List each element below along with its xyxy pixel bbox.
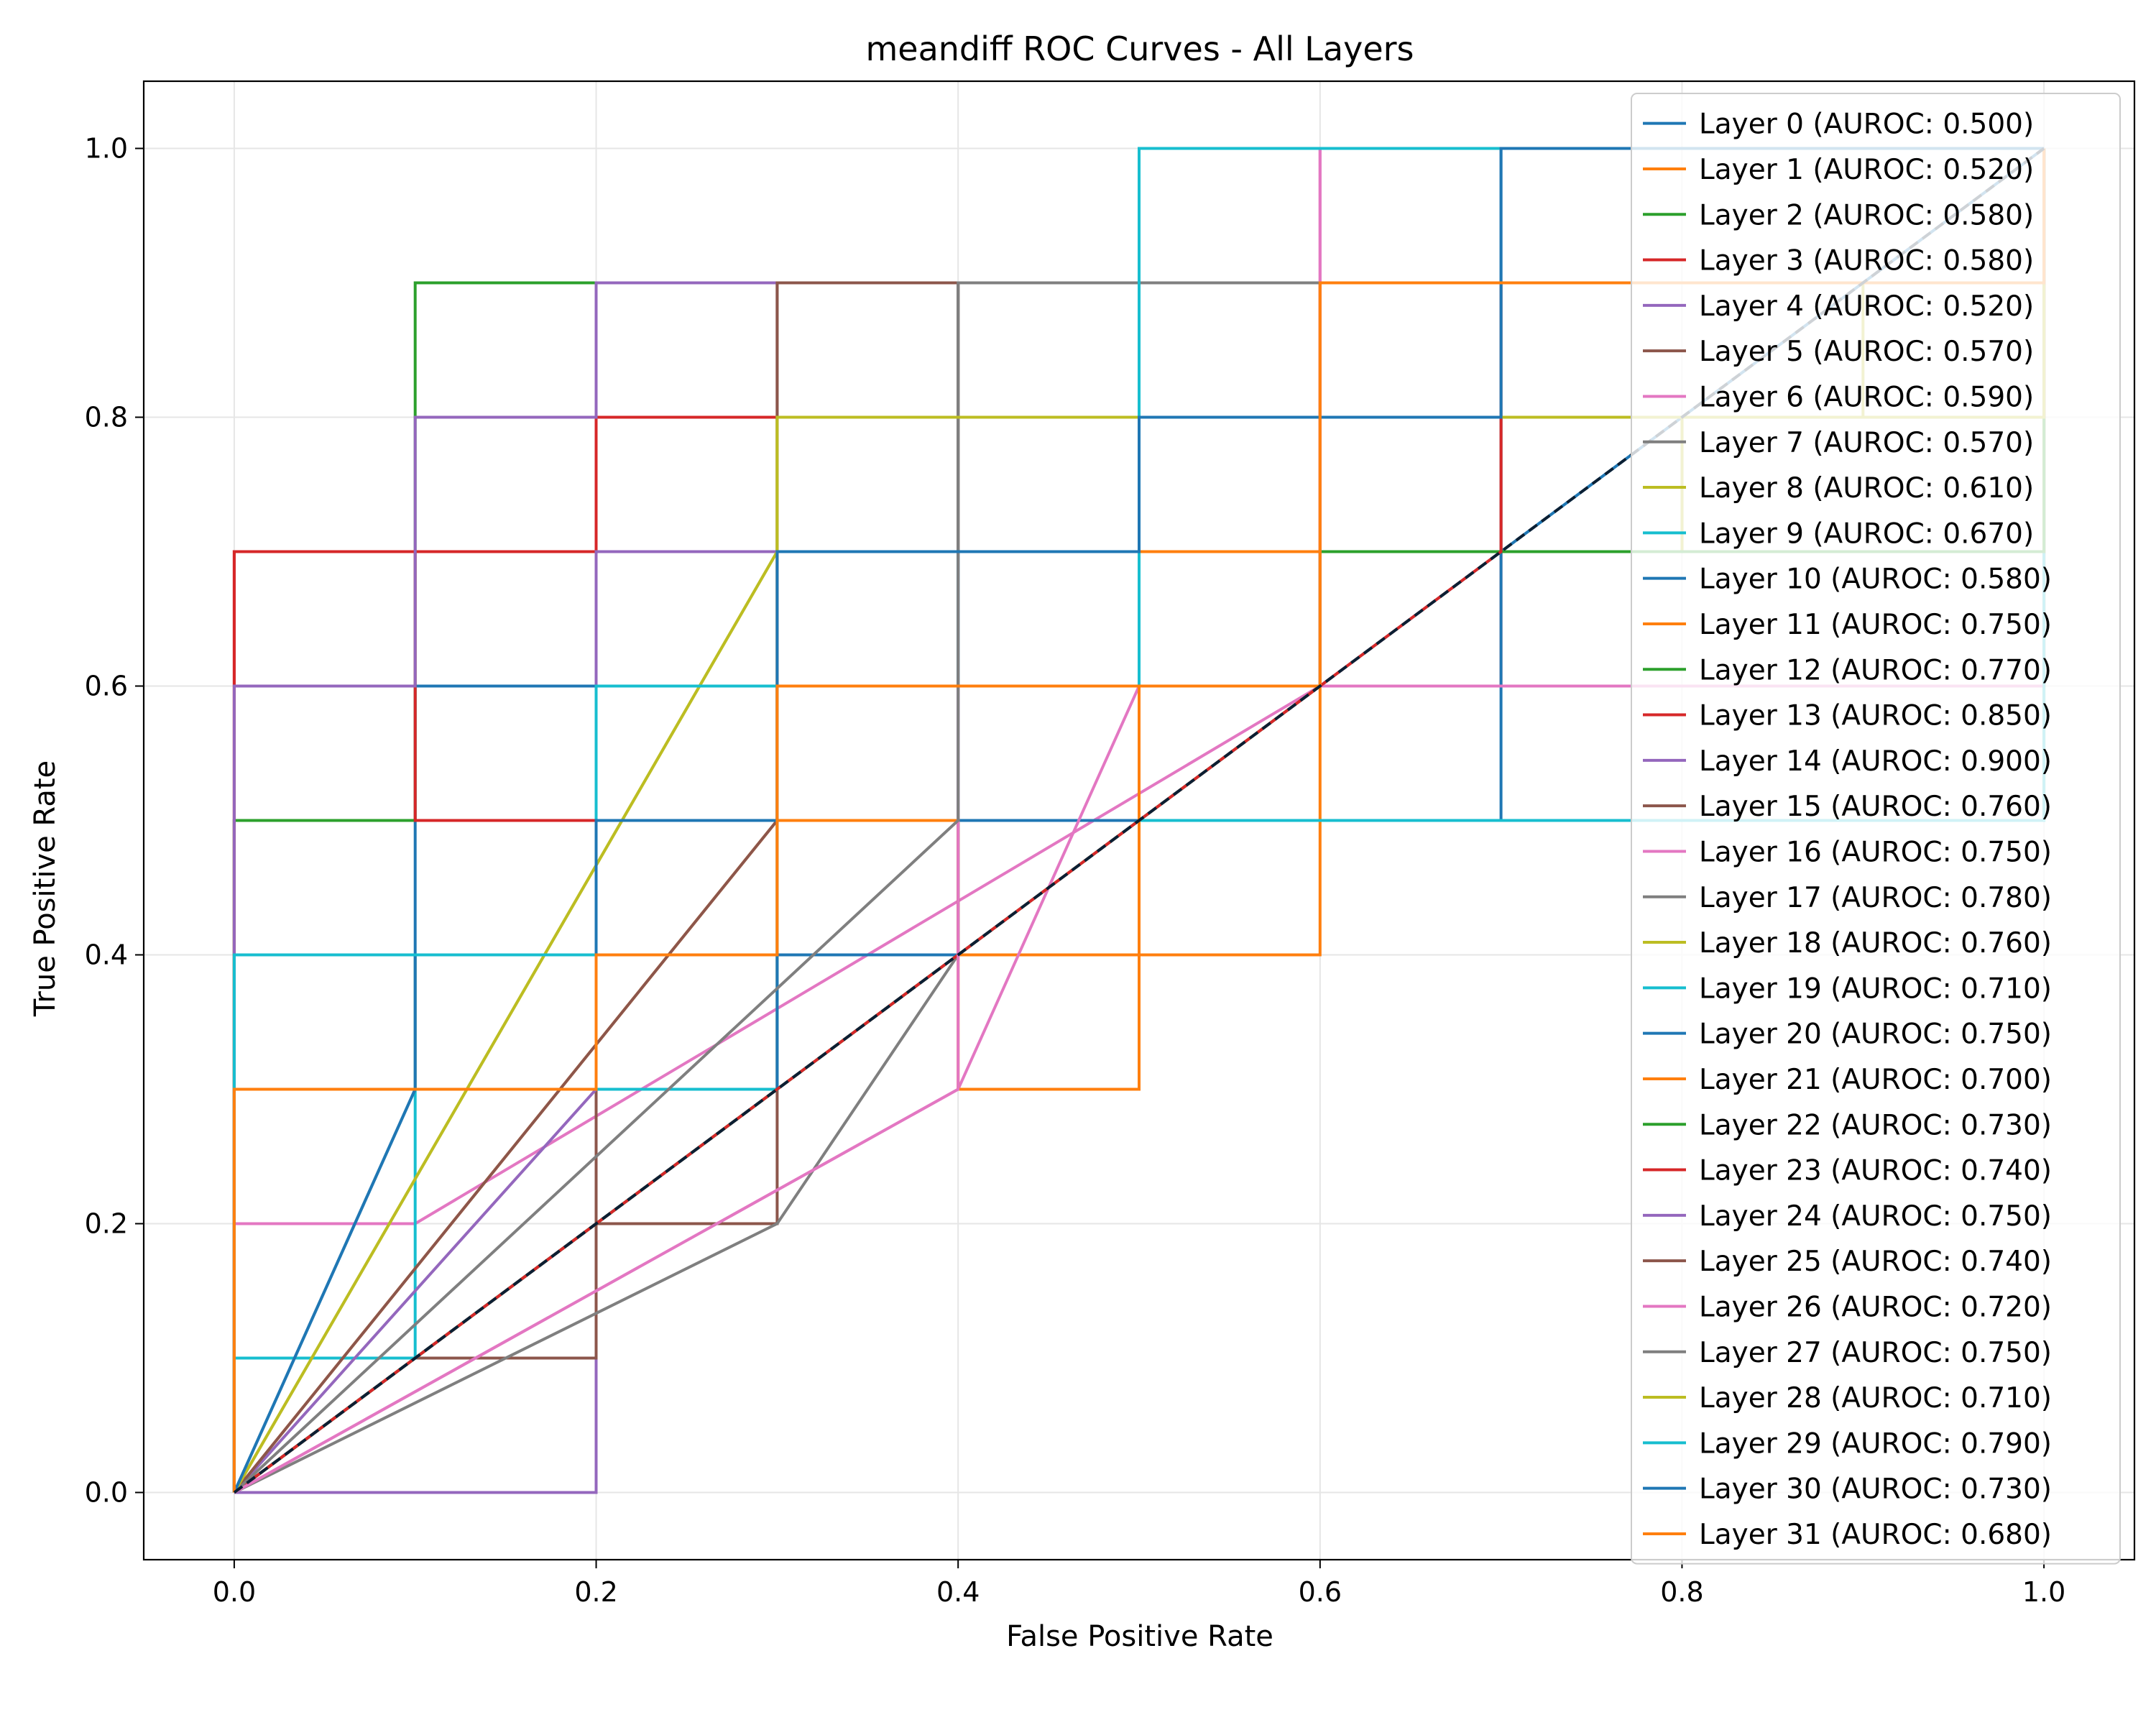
x-tick-label-4: 0.8 bbox=[1660, 1576, 1703, 1608]
legend-box bbox=[1631, 93, 2121, 1565]
legend-entry-22: Layer 22 (AUROC: 0.730) bbox=[1699, 1109, 2052, 1141]
y-tick-label-4: 0.8 bbox=[85, 402, 128, 433]
legend-entry-17: Layer 17 (AUROC: 0.780) bbox=[1699, 882, 2052, 914]
legend-entry-31: Layer 31 (AUROC: 0.680) bbox=[1699, 1519, 2052, 1551]
legend-entry-27: Layer 27 (AUROC: 0.750) bbox=[1699, 1337, 2052, 1369]
legend-entry-16: Layer 16 (AUROC: 0.750) bbox=[1699, 836, 2052, 868]
legend-entry-1: Layer 1 (AUROC: 0.520) bbox=[1699, 154, 2034, 186]
legend-entry-23: Layer 23 (AUROC: 0.740) bbox=[1699, 1155, 2052, 1187]
legend-entry-15: Layer 15 (AUROC: 0.760) bbox=[1699, 791, 2052, 823]
chart-title: meandiff ROC Curves - All Layers bbox=[865, 29, 1414, 68]
legend-entry-30: Layer 30 (AUROC: 0.730) bbox=[1699, 1473, 2052, 1506]
legend-entry-18: Layer 18 (AUROC: 0.760) bbox=[1699, 927, 2052, 960]
legend: Layer 0 (AUROC: 0.500) Layer 1 (AUROC: 0.… bbox=[1631, 93, 2121, 1565]
y-axis-label: True Positive Rate bbox=[29, 760, 62, 1017]
legend-entry-19: Layer 19 (AUROC: 0.710) bbox=[1699, 972, 2052, 1005]
legend-entry-3: Layer 3 (AUROC: 0.580) bbox=[1699, 245, 2034, 277]
legend-entry-12: Layer 12 (AUROC: 0.770) bbox=[1699, 654, 2052, 686]
legend-entry-21: Layer 21 (AUROC: 0.700) bbox=[1699, 1064, 2052, 1096]
legend-entry-6: Layer 6 (AUROC: 0.590) bbox=[1699, 381, 2034, 413]
legend-entry-25: Layer 25 (AUROC: 0.740) bbox=[1699, 1246, 2052, 1278]
x-tick-label-5: 1.0 bbox=[2022, 1576, 2065, 1608]
y-tick-label-1: 0.2 bbox=[85, 1208, 128, 1240]
legend-entry-26: Layer 26 (AUROC: 0.720) bbox=[1699, 1291, 2052, 1323]
y-tick-label-2: 0.4 bbox=[85, 939, 128, 971]
diagonal-line bbox=[233, 147, 2045, 1494]
legend-entry-24: Layer 24 (AUROC: 0.750) bbox=[1699, 1200, 2052, 1233]
x-tick-label-3: 0.6 bbox=[1299, 1576, 1342, 1608]
legend-entry-14: Layer 14 (AUROC: 0.900) bbox=[1699, 745, 2052, 778]
legend-entry-13: Layer 13 (AUROC: 0.850) bbox=[1699, 700, 2052, 732]
y-tick-label-5: 1.0 bbox=[85, 133, 128, 165]
legend-entry-8: Layer 8 (AUROC: 0.610) bbox=[1699, 472, 2034, 505]
x-tick-label-2: 0.4 bbox=[936, 1576, 980, 1608]
diagonal-reference bbox=[233, 147, 2045, 1494]
legend-entry-2: Layer 2 (AUROC: 0.580) bbox=[1699, 199, 2034, 231]
legend-entry-29: Layer 29 (AUROC: 0.790) bbox=[1699, 1427, 2052, 1460]
legend-entry-20: Layer 20 (AUROC: 0.750) bbox=[1699, 1018, 2052, 1051]
legend-entry-11: Layer 11 (AUROC: 0.750) bbox=[1699, 609, 2052, 641]
y-tick-label-3: 0.6 bbox=[85, 671, 128, 702]
legend-entry-7: Layer 7 (AUROC: 0.570) bbox=[1699, 427, 2034, 459]
x-axis-label: False Positive Rate bbox=[1006, 1620, 1273, 1653]
legend-entry-9: Layer 9 (AUROC: 0.670) bbox=[1699, 518, 2034, 550]
legend-entry-4: Layer 4 (AUROC: 0.520) bbox=[1699, 290, 2034, 323]
y-tick-label-0: 0.0 bbox=[85, 1477, 128, 1509]
x-tick-label-0: 0.0 bbox=[213, 1576, 256, 1608]
legend-entry-0: Layer 0 (AUROC: 0.500) bbox=[1699, 109, 2034, 141]
axis-ticks: 0.0 0.2 0.4 0.6 0.8 1.0 0.0 0.2 0.4 0.6 0.8 1.0 bbox=[85, 133, 2066, 1609]
legend-entry-5: Layer 5 (AUROC: 0.570) bbox=[1699, 336, 2034, 368]
x-tick-label-1: 0.2 bbox=[574, 1576, 617, 1608]
legend-entry-10: Layer 10 (AUROC: 0.580) bbox=[1699, 564, 2052, 596]
legend-entry-28: Layer 28 (AUROC: 0.710) bbox=[1699, 1382, 2052, 1414]
plot-area-frame bbox=[142, 80, 2136, 1561]
